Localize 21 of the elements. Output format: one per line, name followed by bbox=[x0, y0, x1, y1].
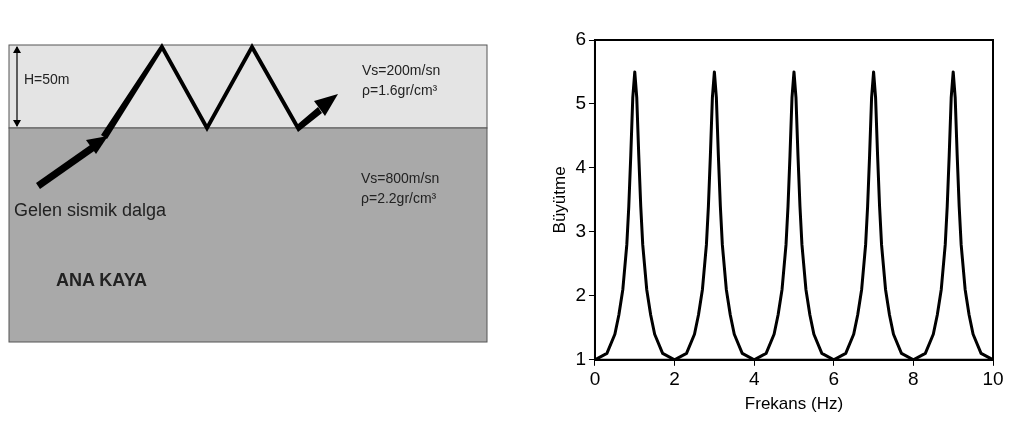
text: Vs=200m/sn bbox=[362, 62, 441, 78]
x-tick-label: 0 bbox=[589, 368, 601, 390]
x-tick-label: 4 bbox=[748, 368, 760, 390]
text: H=50m bbox=[24, 71, 70, 87]
x-axis-title: Frekans (Hz) bbox=[744, 394, 844, 414]
x-tick-label: 8 bbox=[908, 368, 919, 390]
x-tick-label: 6 bbox=[828, 368, 840, 390]
y-tick-label: 2 bbox=[575, 284, 586, 306]
text: ANA KAYA bbox=[56, 270, 148, 291]
y-tick-label: 4 bbox=[575, 156, 587, 178]
text: ρ=1.6gr/cm³ bbox=[362, 82, 438, 98]
y-tick-label: 5 bbox=[575, 92, 586, 114]
x-tick-label: 2 bbox=[669, 368, 680, 390]
y-axis-title: Büyütme bbox=[549, 166, 569, 234]
y-tick-label: 3 bbox=[575, 220, 586, 242]
text: ρ=2.2gr/cm³ bbox=[361, 190, 437, 206]
text: Vs=800m/sn bbox=[361, 170, 440, 186]
y-tick-label: 6 bbox=[575, 28, 586, 50]
y-tick-label: 1 bbox=[575, 348, 586, 370]
text: Gelen sismik dalga bbox=[14, 200, 167, 221]
x-tick-label: 10 bbox=[982, 368, 1004, 390]
